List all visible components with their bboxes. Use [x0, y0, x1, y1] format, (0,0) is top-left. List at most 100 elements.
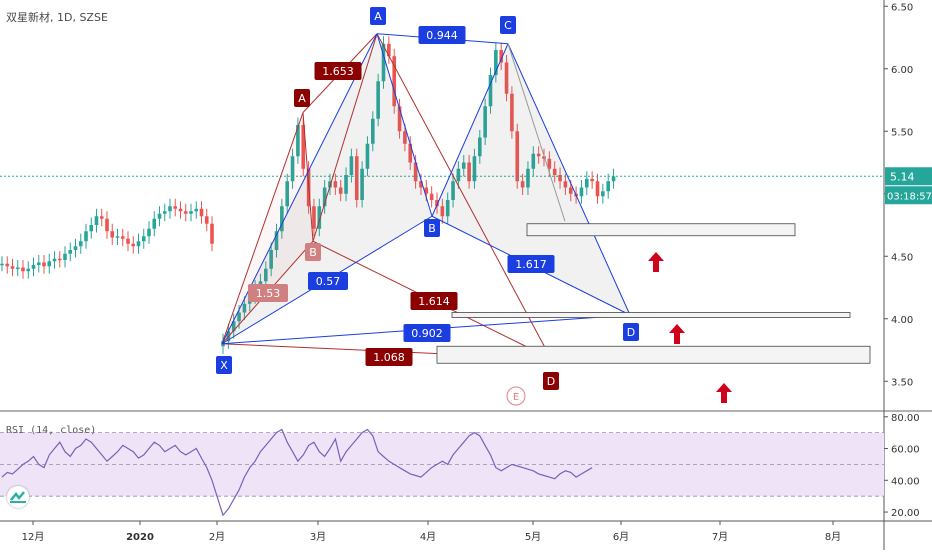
ratio-label: 1.614 [418, 295, 450, 308]
candle-body [472, 156, 477, 182]
candle-body [429, 193, 434, 200]
ratio-label-box [403, 324, 451, 342]
candle-body [354, 156, 359, 200]
ratio-label: 0.944 [426, 29, 458, 42]
candle-body [89, 225, 94, 232]
projection-line [507, 43, 566, 222]
time-tick-label: 5月 [525, 531, 541, 543]
candle-body [365, 143, 370, 169]
candle-body [15, 267, 20, 269]
point-label: A [298, 92, 306, 105]
candle-body [317, 206, 322, 229]
point-label-box [370, 7, 386, 25]
candle-body [451, 181, 455, 200]
candle-body [99, 216, 104, 219]
tradingview-logo-icon[interactable] [7, 486, 29, 508]
candle-body [611, 176, 616, 182]
pattern1-ab [302, 112, 314, 242]
candle-body [590, 178, 594, 182]
candle-body [78, 241, 83, 247]
candle-body [419, 181, 423, 188]
ratio-label-box [418, 26, 466, 44]
countdown-label: 03:18:57 [887, 191, 932, 202]
point-label-box [305, 243, 321, 261]
candle-body [542, 156, 546, 159]
pattern2-ab [376, 33, 433, 217]
candle-body [547, 158, 552, 169]
point-label-box [543, 372, 559, 390]
candle-body [194, 208, 199, 212]
candle-body [344, 175, 348, 194]
candle-body [536, 153, 541, 157]
pattern1-bc [312, 33, 378, 242]
candle-body [120, 236, 125, 239]
candle-body [387, 43, 391, 57]
candle-body [312, 206, 316, 229]
time-tick-label: 4月 [420, 531, 436, 543]
candle-body [328, 181, 332, 188]
candle-body [42, 262, 46, 267]
point-label: D [627, 326, 635, 339]
time-tick-label: 8月 [825, 531, 841, 543]
candle-body [52, 258, 57, 262]
candle-body [606, 181, 610, 192]
candle-body [131, 243, 136, 247]
ratio-label: 1.617 [515, 258, 547, 271]
candle-body [136, 241, 141, 247]
candle-body [73, 246, 78, 250]
time-tick-label: 7月 [712, 531, 728, 543]
point-label: D [547, 375, 555, 388]
candle-body [285, 181, 289, 207]
point-label-box [424, 219, 440, 237]
ratio-label: 0.57 [316, 275, 341, 288]
point-label-box [623, 323, 639, 341]
candle-body [392, 56, 396, 107]
ratio-label: 1.653 [322, 65, 354, 78]
target-box [436, 345, 871, 364]
candle-body [5, 263, 10, 267]
candle-body [31, 265, 36, 269]
candle-body [296, 125, 300, 157]
time-tick-label: 12月 [22, 531, 45, 543]
time-tick-label: 6月 [613, 531, 629, 543]
candle-body [515, 131, 520, 182]
target-box [526, 223, 796, 237]
candle-body [84, 231, 88, 242]
candle-body [440, 206, 445, 217]
pattern-fill [222, 33, 432, 344]
candle-body [552, 168, 557, 175]
rsi-title: RSI (14, close) [6, 425, 97, 436]
time-tick-label: 2月 [209, 531, 225, 543]
candle-body [21, 267, 25, 272]
candle-body [424, 187, 429, 194]
candle-body [403, 131, 407, 144]
ratio-label-box [365, 348, 413, 366]
ratio-label-box [248, 284, 288, 302]
candle-body [189, 211, 193, 214]
candle-body [204, 216, 209, 224]
candles [0, 36, 616, 354]
time-tick-label: 2020 [126, 532, 154, 543]
rsi-tick-label: 80.00 [891, 413, 920, 424]
candle-body [147, 228, 151, 237]
candle-body [579, 187, 584, 197]
candle-body [558, 175, 562, 182]
price-tick-label: 6.00 [891, 65, 913, 76]
candle-body [435, 200, 439, 207]
candle-body [162, 211, 167, 214]
candle-body [445, 200, 450, 217]
price-tick-label: 6.50 [891, 2, 913, 13]
point-label: X [220, 359, 228, 372]
candle-body [322, 187, 327, 207]
candle-body [231, 321, 236, 332]
candle-body [47, 261, 52, 267]
candle-body [264, 268, 268, 282]
ratio-label: 1.068 [373, 351, 405, 364]
candle-body [585, 178, 589, 188]
candle-body [168, 206, 172, 212]
candle-body [483, 106, 487, 138]
candle-body [595, 181, 600, 197]
point-label-box [216, 356, 232, 374]
